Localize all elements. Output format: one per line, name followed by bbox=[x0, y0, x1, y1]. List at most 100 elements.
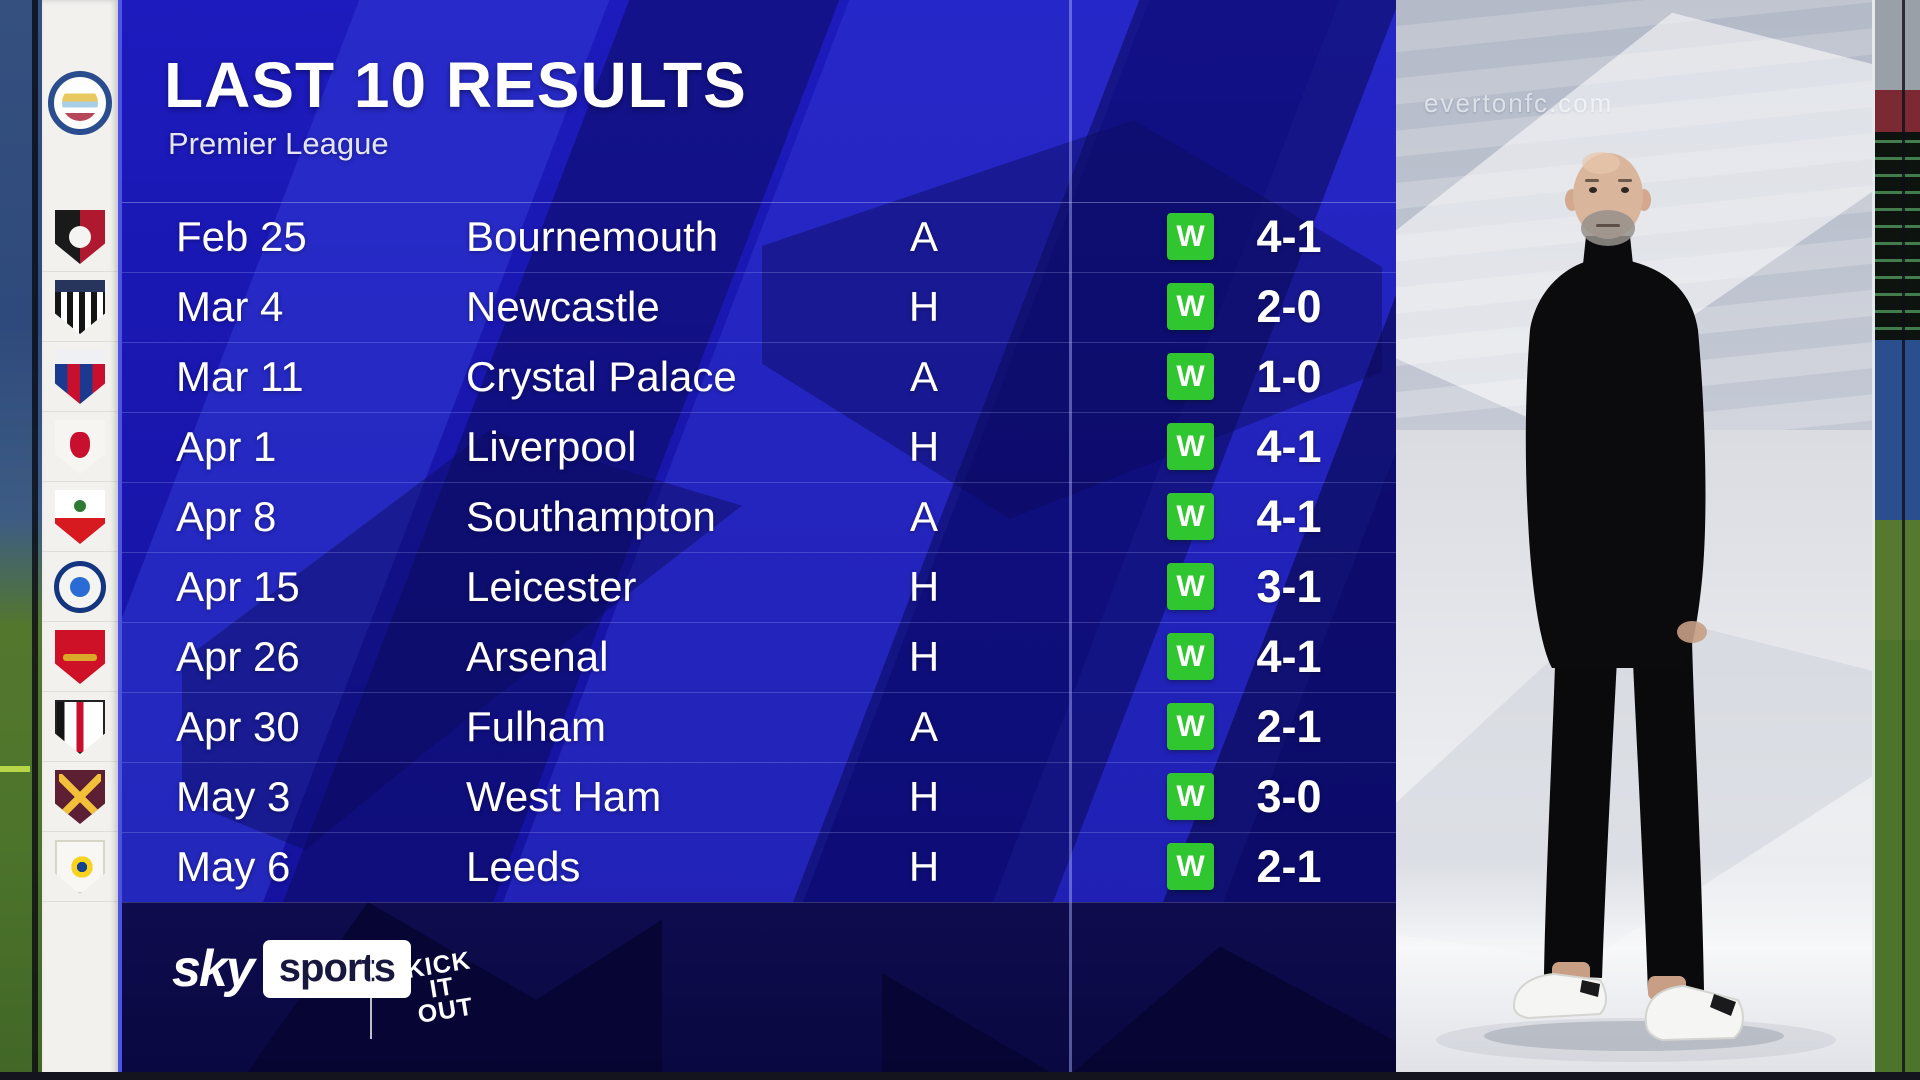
table-row: Mar 4 Newcastle H W 2-0 bbox=[122, 272, 1396, 342]
team-crest-sidebar bbox=[42, 0, 118, 1080]
results-panel: LAST 10 RESULTS Premier League Feb 25 Bo… bbox=[118, 0, 1396, 1080]
sky-sports-logo: sky sports bbox=[172, 936, 412, 1002]
match-date: Mar 4 bbox=[176, 283, 284, 330]
venue-indicator: H bbox=[908, 773, 940, 820]
crest-southampton bbox=[55, 490, 105, 544]
match-score: 4-1 bbox=[1256, 491, 1322, 542]
crest-west-ham bbox=[55, 770, 105, 824]
crest-newcastle bbox=[55, 280, 105, 334]
table-row: May 6 Leeds H W 2-1 bbox=[122, 832, 1396, 902]
opponent-name: Liverpool bbox=[466, 423, 637, 470]
match-score: 2-0 bbox=[1256, 281, 1322, 332]
crest-liverpool bbox=[55, 420, 105, 474]
video-feed-left-edge bbox=[0, 0, 42, 1080]
manager-photo bbox=[1436, 152, 1836, 1062]
venue-indicator: H bbox=[908, 633, 940, 680]
opponent-name: Arsenal bbox=[466, 633, 609, 680]
frame-bottom-edge bbox=[0, 1072, 1920, 1080]
match-date: May 6 bbox=[176, 843, 291, 890]
opponent-name: West Ham bbox=[466, 773, 662, 820]
table-row: Apr 30 Fulham A W 2-1 bbox=[122, 692, 1396, 762]
crest-cell bbox=[42, 622, 118, 692]
manager-photo-panel: evertonfc.com bbox=[1396, 0, 1872, 1080]
venue-indicator: H bbox=[908, 563, 940, 610]
crest-cell bbox=[42, 202, 118, 272]
crest-cell bbox=[42, 482, 118, 552]
match-date: Apr 15 bbox=[176, 563, 300, 610]
win-badge: W bbox=[1167, 563, 1214, 610]
scoreboard-lights bbox=[1872, 140, 1920, 335]
match-date: Mar 11 bbox=[176, 353, 304, 400]
crest-cell bbox=[42, 60, 118, 146]
match-date: Apr 26 bbox=[176, 633, 300, 680]
match-score: 2-1 bbox=[1256, 701, 1322, 752]
match-date: Apr 8 bbox=[176, 493, 277, 540]
crest-fulham bbox=[55, 700, 105, 754]
pitch-line bbox=[0, 766, 30, 772]
video-feed-right-edge bbox=[1872, 0, 1920, 1080]
kick-it-out-line: OUT bbox=[415, 992, 476, 1029]
match-score: 4-1 bbox=[1256, 421, 1322, 472]
footer: sky sports KICK IT OUT bbox=[122, 902, 1396, 1080]
crest-leicester bbox=[54, 561, 106, 613]
table-row: Feb 25 Bournemouth A W 4-1 bbox=[122, 202, 1396, 272]
match-score: 2-1 bbox=[1256, 841, 1322, 892]
win-badge: W bbox=[1167, 703, 1214, 750]
match-score: 3-0 bbox=[1256, 771, 1322, 822]
match-score: 4-1 bbox=[1256, 631, 1322, 682]
crest-cell bbox=[42, 342, 118, 412]
sky-wordmark: sky bbox=[172, 940, 255, 998]
opponent-name: Bournemouth bbox=[466, 213, 719, 260]
logo-divider bbox=[370, 944, 372, 1039]
venue-indicator: A bbox=[909, 493, 938, 540]
crest-leeds bbox=[55, 840, 105, 894]
crest-crystal-palace bbox=[55, 350, 105, 404]
venue-indicator: A bbox=[909, 703, 938, 750]
win-badge: W bbox=[1167, 633, 1214, 680]
opponent-name: Newcastle bbox=[466, 283, 660, 330]
table-row: Apr 15 Leicester H W 3-1 bbox=[122, 552, 1396, 622]
venue-indicator: H bbox=[908, 843, 940, 890]
venue-indicator: A bbox=[909, 213, 938, 260]
table-row: Apr 1 Liverpool H W 4-1 bbox=[122, 412, 1396, 482]
opponent-name: Leeds bbox=[466, 843, 581, 890]
crest-cell bbox=[42, 762, 118, 832]
table-row: May 3 West Ham H W 3-0 bbox=[122, 762, 1396, 832]
match-date: Apr 1 bbox=[176, 423, 277, 470]
win-badge: W bbox=[1167, 213, 1214, 260]
opponent-name: Crystal Palace bbox=[466, 353, 737, 400]
table-row: Apr 26 Arsenal H W 4-1 bbox=[122, 622, 1396, 692]
crest-cell bbox=[42, 552, 118, 622]
win-badge: W bbox=[1167, 493, 1214, 540]
win-badge: W bbox=[1167, 353, 1214, 400]
column-divider-line bbox=[1069, 0, 1072, 1080]
frame-highlight bbox=[1872, 0, 1875, 1080]
crest-cell bbox=[42, 832, 118, 902]
table-row: Mar 11 Crystal Palace A W 1-0 bbox=[122, 342, 1396, 412]
match-score: 4-1 bbox=[1256, 211, 1322, 262]
win-badge: W bbox=[1167, 843, 1214, 890]
venue-indicator: H bbox=[908, 423, 940, 470]
background-pattern bbox=[122, 0, 1396, 1080]
opponent-name: Southampton bbox=[466, 493, 716, 540]
table-row: Apr 8 Southampton A W 4-1 bbox=[122, 482, 1396, 552]
opponent-name: Leicester bbox=[466, 563, 637, 610]
sports-wordmark: sports bbox=[262, 940, 412, 998]
win-badge: W bbox=[1167, 423, 1214, 470]
match-date: Feb 25 bbox=[176, 213, 307, 260]
match-date: May 3 bbox=[176, 773, 291, 820]
win-badge: W bbox=[1167, 283, 1214, 330]
match-date: Apr 30 bbox=[176, 703, 300, 750]
crest-manchester-city bbox=[48, 71, 112, 135]
crest-bournemouth bbox=[55, 210, 105, 264]
frame-seam bbox=[1902, 0, 1905, 1080]
frame-seam bbox=[32, 0, 38, 1080]
match-score: 1-0 bbox=[1256, 351, 1322, 402]
win-badge: W bbox=[1167, 773, 1214, 820]
crest-cell bbox=[42, 272, 118, 342]
venue-indicator: A bbox=[909, 353, 938, 400]
page-title: LAST 10 RESULTS bbox=[164, 49, 747, 121]
opponent-name: Fulham bbox=[466, 703, 607, 750]
crest-arsenal bbox=[55, 630, 105, 684]
